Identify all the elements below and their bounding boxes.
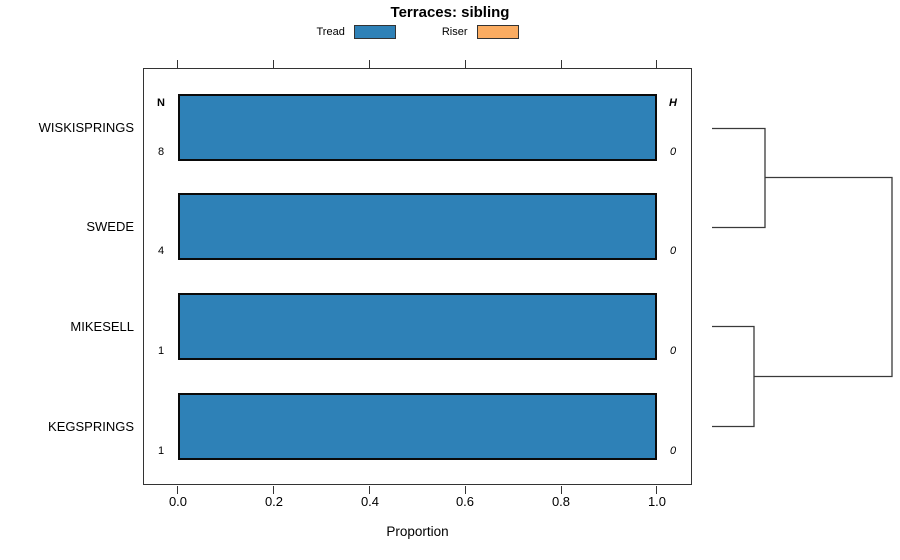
legend-swatch-riser: [476, 24, 519, 39]
bar-swede: [178, 193, 657, 260]
x-axis-tick: [656, 486, 657, 494]
x-axis-tick: [465, 486, 466, 494]
h-column-header: H: [669, 97, 677, 109]
x-axis-tick: [273, 486, 274, 494]
category-label-wiskisprings: WISKISPRINGS: [38, 120, 134, 135]
bar-wiskisprings: [178, 94, 657, 161]
legend-item-riser: Riser: [441, 24, 519, 39]
x-axis-tick: [561, 486, 562, 494]
x-axis-title: Proportion: [386, 524, 449, 539]
n-value: 8: [157, 146, 165, 158]
dendrogram-cluster-bottom: [712, 325, 755, 428]
n-column-header: N: [157, 97, 165, 109]
h-value: 0: [669, 146, 677, 158]
h-value: 0: [669, 245, 677, 257]
top-axis-tick: [656, 60, 657, 68]
category-label-swede: SWEDE: [86, 219, 134, 234]
bar-mikesell: [178, 293, 657, 360]
dendrogram: [712, 127, 893, 428]
bar-kegsprings: [178, 393, 657, 460]
x-tick-label: 0.8: [551, 494, 571, 509]
x-tick-label: 0.2: [264, 494, 284, 509]
chart-title: Terraces: sibling: [390, 4, 510, 21]
dendrogram-cluster-top: [712, 127, 766, 229]
top-axis-tick: [465, 60, 466, 68]
x-tick-label: 1.0: [647, 494, 667, 509]
x-tick-label: 0.6: [455, 494, 475, 509]
x-axis-tick: [369, 486, 370, 494]
top-axis-tick: [273, 60, 274, 68]
n-value: 1: [157, 345, 165, 357]
dendrogram-root: [754, 176, 893, 378]
legend-swatch-tread: [353, 24, 396, 39]
category-label-mikesell: MIKESELL: [70, 319, 134, 334]
legend-label-tread: Tread: [316, 25, 345, 38]
category-label-kegsprings: KEGSPRINGS: [48, 419, 134, 434]
top-axis-tick: [177, 60, 178, 68]
top-axis-tick: [561, 60, 562, 68]
h-value: 0: [669, 345, 677, 357]
x-tick-label: 0.4: [360, 494, 380, 509]
legend-item-tread: Tread: [316, 24, 396, 39]
top-axis-tick: [369, 60, 370, 68]
x-axis-tick: [177, 486, 178, 494]
legend: Tread Riser: [143, 23, 692, 40]
x-tick-label: 0.0: [168, 494, 188, 509]
h-value: 0: [669, 445, 677, 457]
legend-label-riser: Riser: [441, 25, 468, 38]
n-value: 4: [157, 245, 165, 257]
n-value: 1: [157, 445, 165, 457]
